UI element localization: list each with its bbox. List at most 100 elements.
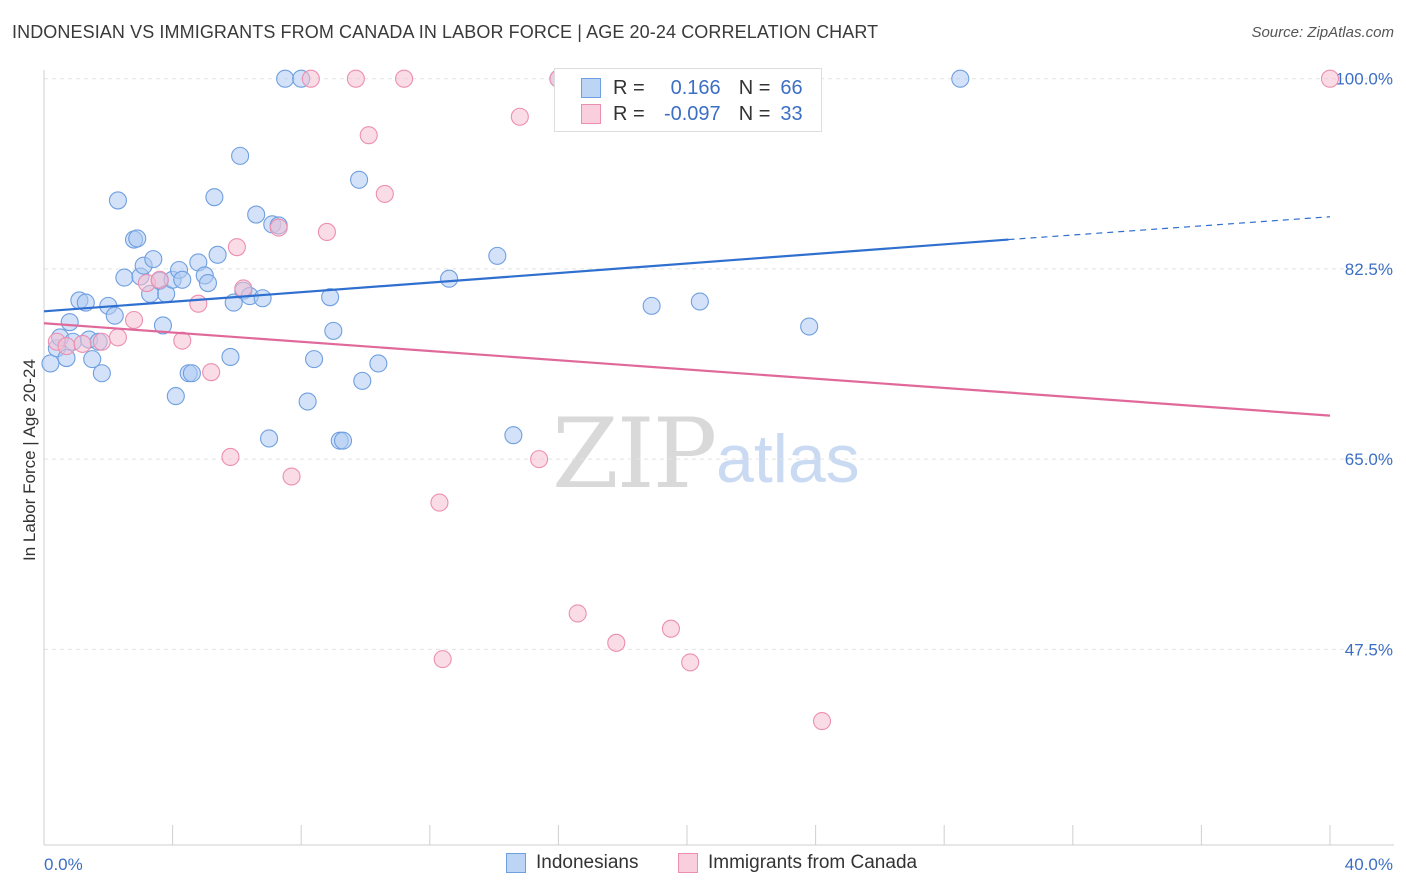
canada-point <box>269 218 288 237</box>
indonesian-point <box>231 146 250 165</box>
legend-r-value: -0.097 <box>663 102 721 125</box>
indonesian-point <box>298 392 317 411</box>
canada-point <box>510 107 529 126</box>
canada-point <box>375 184 394 203</box>
canada-point <box>568 604 587 623</box>
canada-point <box>221 447 240 467</box>
indonesian-point <box>247 205 266 224</box>
indonesian-point <box>182 364 201 383</box>
indonesian-point <box>166 387 185 406</box>
x-tick-label: 0.0% <box>44 855 83 874</box>
indonesian-point <box>198 273 218 293</box>
canada-point <box>607 633 626 652</box>
y-tick-label: 82.5% <box>1345 260 1393 279</box>
legend-r-label: R = <box>613 102 645 125</box>
indonesian-point <box>642 296 661 315</box>
indonesian-point <box>115 268 134 287</box>
x-tick-label: 40.0% <box>1345 855 1393 874</box>
indonesian-point <box>276 69 295 88</box>
canada-point <box>1320 69 1340 88</box>
indonesian-point <box>205 188 224 207</box>
canada-point <box>317 222 336 242</box>
canada-point <box>189 294 208 313</box>
series-legend: Indonesians Immigrants from Canada <box>0 852 1406 876</box>
canada-point <box>301 69 320 88</box>
source-credit: Source: ZipAtlas.com <box>1251 24 1394 41</box>
legend-label-indonesians: Indonesians <box>536 852 639 873</box>
indonesian-point <box>259 429 279 448</box>
indonesian-point <box>144 250 163 269</box>
legend-r-label: R = <box>613 76 645 99</box>
legend-row-indonesians: R = 0.166 N = 66 <box>581 75 803 101</box>
watermark-atlas: atlas <box>716 421 860 497</box>
indonesian-point <box>353 371 372 390</box>
indonesian-point <box>333 431 353 450</box>
indonesian-point <box>208 245 227 264</box>
canada-point <box>430 493 449 512</box>
legend-swatch-blue <box>581 78 601 98</box>
indonesian-point <box>173 270 192 289</box>
legend-label-canada: Immigrants from Canada <box>708 852 918 873</box>
canada-point <box>227 238 246 257</box>
canada-point <box>530 450 549 469</box>
legend-n-value: 66 <box>780 76 803 99</box>
canada-point <box>359 126 378 145</box>
legend-item-canada[interactable]: Immigrants from Canada <box>678 852 917 874</box>
canada-point <box>57 337 76 356</box>
canada-point <box>395 69 414 88</box>
watermark-zip: ZIP <box>552 398 717 510</box>
legend-swatch-pink <box>581 104 601 124</box>
legend-n-label: N = <box>738 76 771 99</box>
canada-trend-line <box>43 322 1331 417</box>
indonesian-point <box>440 269 459 288</box>
indonesian-point <box>108 191 127 210</box>
y-tick-label: 100.0% <box>1335 70 1393 89</box>
canada-point <box>202 363 221 382</box>
indonesian-point <box>41 354 60 373</box>
indonesian-trend-extension <box>1008 216 1331 241</box>
canada-point <box>433 650 452 669</box>
correlation-legend: R = 0.166 N = 66 R = -0.097 N = 33 <box>554 68 822 132</box>
indonesian-point <box>951 69 970 88</box>
y-tick-label: 65.0% <box>1345 450 1393 469</box>
indonesian-point <box>488 246 507 265</box>
canada-point <box>661 619 680 638</box>
chart-title: INDONESIAN VS IMMIGRANTS FROM CANADA IN … <box>12 22 879 42</box>
legend-swatch-blue <box>506 853 526 873</box>
canada-point <box>282 467 301 486</box>
canada-point <box>124 310 144 330</box>
legend-n-value: 33 <box>780 102 803 125</box>
indonesian-point <box>321 288 340 307</box>
indonesian-point <box>92 364 111 383</box>
indonesian-point <box>504 426 523 445</box>
canada-point <box>346 69 365 88</box>
canada-point <box>92 332 111 351</box>
indonesian-point <box>305 350 324 369</box>
indonesian-point <box>350 170 369 189</box>
canada-point <box>108 328 127 347</box>
indonesian-point <box>128 229 147 248</box>
indonesian-point <box>153 316 173 335</box>
indonesian-point <box>800 317 819 336</box>
legend-swatch-pink <box>678 853 698 873</box>
canada-point <box>812 712 832 731</box>
indonesian-point <box>324 321 343 340</box>
indonesian-point <box>253 289 272 308</box>
canada-point <box>234 279 253 298</box>
legend-n-label: N = <box>738 102 771 125</box>
y-axis-label: In Labor Force | Age 20-24 <box>20 359 39 561</box>
indonesian-point <box>105 306 124 325</box>
legend-row-canada: R = -0.097 N = 33 <box>581 101 803 127</box>
indonesian-trend-line <box>43 238 1009 313</box>
indonesian-point <box>83 350 102 369</box>
legend-item-indonesians[interactable]: Indonesians <box>506 852 638 874</box>
canada-point <box>73 334 92 353</box>
canada-point <box>681 653 700 672</box>
canada-point <box>150 270 169 289</box>
legend-r-value: 0.166 <box>670 76 721 99</box>
indonesian-point <box>369 354 388 373</box>
y-tick-label: 47.5% <box>1345 640 1393 659</box>
indonesian-point <box>221 347 240 367</box>
indonesian-point <box>60 313 79 332</box>
